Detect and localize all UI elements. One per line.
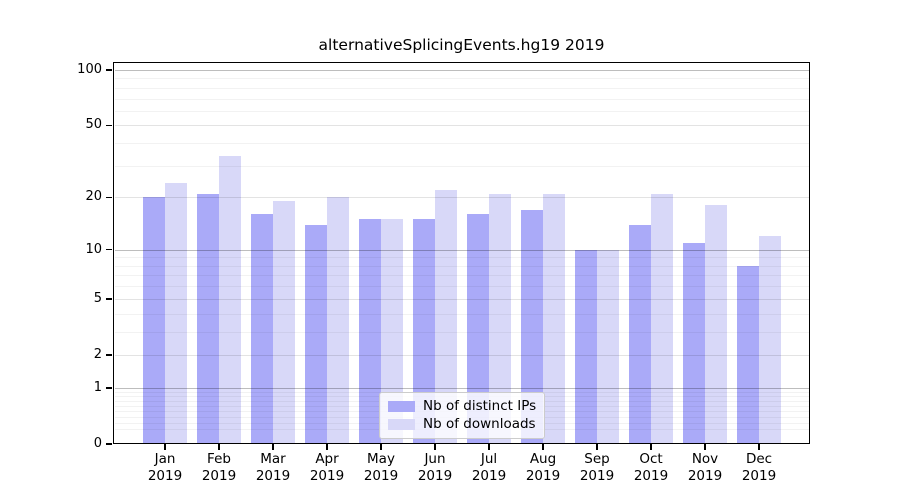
legend-swatch-downloads <box>388 419 415 430</box>
y-tick-label: 5 <box>93 290 102 306</box>
x-tick-label: Nov 2019 <box>687 451 723 484</box>
minor-gridline <box>115 313 809 315</box>
bar-distinct-ips-jun <box>413 219 435 444</box>
minor-gridline <box>115 143 809 145</box>
legend: Nb of distinct IPs Nb of downloads <box>379 392 545 439</box>
minor-gridline <box>115 98 809 100</box>
y-tick-mark <box>106 354 112 356</box>
x-tick-label: Dec 2019 <box>741 451 777 484</box>
legend-entry-downloads: Nb of downloads <box>388 416 536 432</box>
minor-gridline <box>115 265 809 267</box>
x-tick-mark <box>272 444 274 450</box>
x-tick-mark <box>596 444 598 450</box>
x-tick-label: Feb 2019 <box>201 451 237 484</box>
y-tick-label: 20 <box>85 189 102 205</box>
bar-downloads-feb <box>219 155 241 444</box>
minor-gridline <box>115 165 809 167</box>
gridline-1 <box>115 387 809 389</box>
y-tick-mark <box>106 443 112 445</box>
legend-label-distinct-ips: Nb of distinct IPs <box>423 398 537 414</box>
bar-downloads-aug <box>543 193 565 444</box>
x-tick-label: Mar 2019 <box>255 451 291 484</box>
y-tick-label: 100 <box>77 62 102 77</box>
x-tick-label: Jun 2019 <box>417 451 453 484</box>
x-tick-label: Jan 2019 <box>147 451 183 484</box>
x-tick-label: Oct 2019 <box>633 451 669 484</box>
x-tick-mark <box>488 444 490 450</box>
bar-downloads-apr <box>327 197 349 444</box>
y-tick-mark <box>106 196 112 199</box>
bar-downloads-sep <box>597 249 619 444</box>
gridline-20 <box>115 197 809 199</box>
x-tick-mark <box>650 444 652 450</box>
gridline-2 <box>115 354 809 356</box>
x-tick-label: Sep 2019 <box>579 451 615 484</box>
x-tick-mark <box>326 444 328 450</box>
bar-downloads-oct <box>651 193 673 444</box>
y-tick-label: 1 <box>93 379 102 395</box>
gridline-5 <box>115 298 809 300</box>
bar-downloads-nov <box>705 205 727 444</box>
bar-distinct-ips-apr <box>305 224 327 444</box>
y-tick-mark <box>106 387 112 389</box>
y-tick-mark <box>106 69 112 71</box>
x-tick-mark <box>164 444 166 450</box>
bar-distinct-ips-sep <box>575 249 597 444</box>
plot-border <box>113 62 810 444</box>
y-tick-mark <box>106 248 112 251</box>
bar-downloads-jun <box>435 189 457 444</box>
bar-distinct-ips-oct <box>629 224 651 444</box>
chart-title: alternativeSplicingEvents.hg19 2019 <box>318 36 605 54</box>
x-tick-label: Apr 2019 <box>309 451 345 484</box>
bar-downloads-may <box>381 219 403 444</box>
minor-gridline <box>115 78 809 80</box>
x-tick-mark <box>218 444 220 450</box>
minor-gridline <box>115 275 809 277</box>
gridline-10 <box>115 249 809 251</box>
minor-gridline <box>115 286 809 288</box>
bar-distinct-ips-jul <box>467 214 489 444</box>
legend-swatch-distinct-ips <box>388 401 415 412</box>
bar-distinct-ips-mar <box>251 214 273 444</box>
bar-distinct-ips-nov <box>683 242 705 444</box>
bar-distinct-ips-dec <box>737 265 759 444</box>
minor-gridline <box>115 331 809 333</box>
legend-entry-distinct-ips: Nb of distinct IPs <box>388 398 537 414</box>
minor-gridline <box>115 257 809 259</box>
gridline-100 <box>115 70 809 71</box>
x-tick-mark <box>704 444 706 450</box>
y-tick-label: 0 <box>93 436 102 451</box>
x-tick-label: May 2019 <box>363 451 399 484</box>
x-tick-mark <box>758 444 760 450</box>
gridline-50 <box>115 125 809 127</box>
bar-downloads-jan <box>165 183 187 444</box>
bar-downloads-dec <box>759 236 781 444</box>
legend-label-downloads: Nb of downloads <box>423 416 536 432</box>
y-tick-mark <box>106 124 112 127</box>
x-tick-mark <box>542 444 544 450</box>
x-tick-label: Aug 2019 <box>525 451 561 484</box>
y-tick-label: 10 <box>85 241 102 257</box>
bar-downloads-mar <box>273 201 295 444</box>
y-tick-mark <box>106 298 112 300</box>
x-tick-label: Jul 2019 <box>471 451 507 484</box>
x-tick-mark <box>380 444 382 450</box>
bar-distinct-ips-may <box>359 219 381 444</box>
minor-gridline <box>115 87 809 89</box>
minor-gridline <box>115 110 809 112</box>
bar-distinct-ips-jan <box>143 197 165 444</box>
bar-downloads-jul <box>489 193 511 444</box>
y-tick-label: 2 <box>93 346 102 362</box>
x-tick-mark <box>434 444 436 450</box>
y-tick-label: 50 <box>85 117 102 133</box>
bar-distinct-ips-aug <box>521 209 543 444</box>
bar-distinct-ips-feb <box>197 193 219 444</box>
